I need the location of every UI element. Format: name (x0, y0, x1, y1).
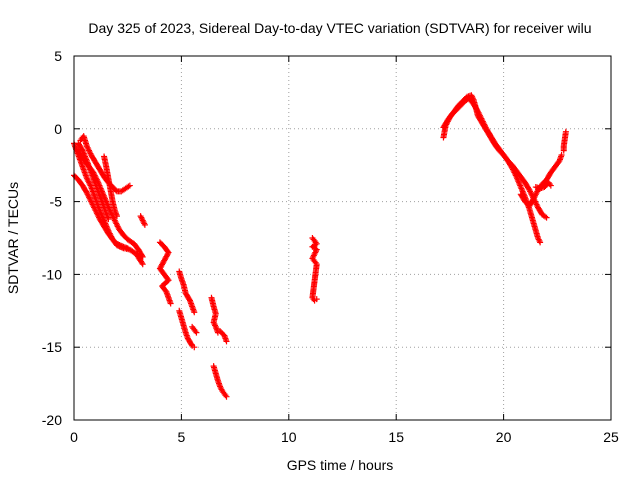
series-track-19 (560, 128, 569, 154)
x-tick-label: 15 (388, 429, 404, 445)
x-tick-label: 0 (70, 429, 78, 445)
data-point (139, 253, 146, 260)
series-track-16 (440, 95, 550, 221)
series-track-5 (75, 140, 112, 223)
data-point-fill (138, 259, 145, 266)
y-tick-label: -20 (42, 412, 62, 428)
grid-layer (74, 56, 611, 420)
data-point (543, 214, 550, 221)
data-point (193, 329, 200, 336)
series-track-11 (189, 323, 200, 336)
chart-title: Day 325 of 2023, Sidereal Day-to-day VTE… (88, 20, 591, 36)
series-track-14 (309, 235, 320, 304)
plot-frame (73, 55, 612, 421)
series-track-2 (71, 172, 131, 252)
y-tick-label: -5 (50, 194, 63, 210)
data-point (167, 300, 174, 307)
data-point-fill (139, 252, 146, 259)
y-tick-label: -15 (42, 339, 62, 355)
series-track-13 (210, 363, 230, 400)
data-point-fill (188, 341, 195, 348)
data-point (558, 152, 565, 159)
y-axis-label: SDTVAR / TECUs (5, 182, 21, 294)
y-tick-label: 5 (54, 48, 62, 64)
data-point-fill (78, 146, 85, 153)
data-point (223, 338, 230, 345)
data-point-fill (186, 296, 193, 303)
x-tick-label: 5 (178, 429, 186, 445)
data-point-fill (555, 158, 562, 165)
data-point-fill (162, 287, 169, 294)
data-point (191, 344, 198, 351)
data-point (141, 221, 148, 228)
series-track-6 (101, 153, 120, 220)
series-track-15 (440, 92, 544, 246)
data-layer (71, 92, 569, 400)
series-track-10 (176, 307, 198, 351)
data-point (126, 182, 133, 189)
data-point (223, 393, 230, 400)
y-tick-label: 0 (54, 121, 62, 137)
series-track-12 (208, 294, 230, 345)
x-tick-label: 10 (281, 429, 297, 445)
series-track-9 (176, 268, 198, 316)
data-point (562, 128, 569, 135)
data-point (124, 245, 131, 252)
series-track-18 (532, 179, 554, 192)
data-point (139, 261, 146, 268)
x-tick-label: 20 (496, 429, 512, 445)
series-track-7 (137, 213, 148, 228)
data-point (113, 213, 120, 220)
x-tick-label: 25 (603, 429, 619, 445)
series-track-8 (156, 239, 174, 307)
data-point (537, 239, 544, 246)
data-point (191, 309, 198, 316)
data-point (313, 296, 320, 303)
x-axis-label: GPS time / hours (287, 457, 394, 473)
data-point (105, 216, 112, 223)
data-point (547, 182, 554, 189)
series-track-3 (73, 146, 146, 260)
y-tick-label: -10 (42, 266, 62, 282)
